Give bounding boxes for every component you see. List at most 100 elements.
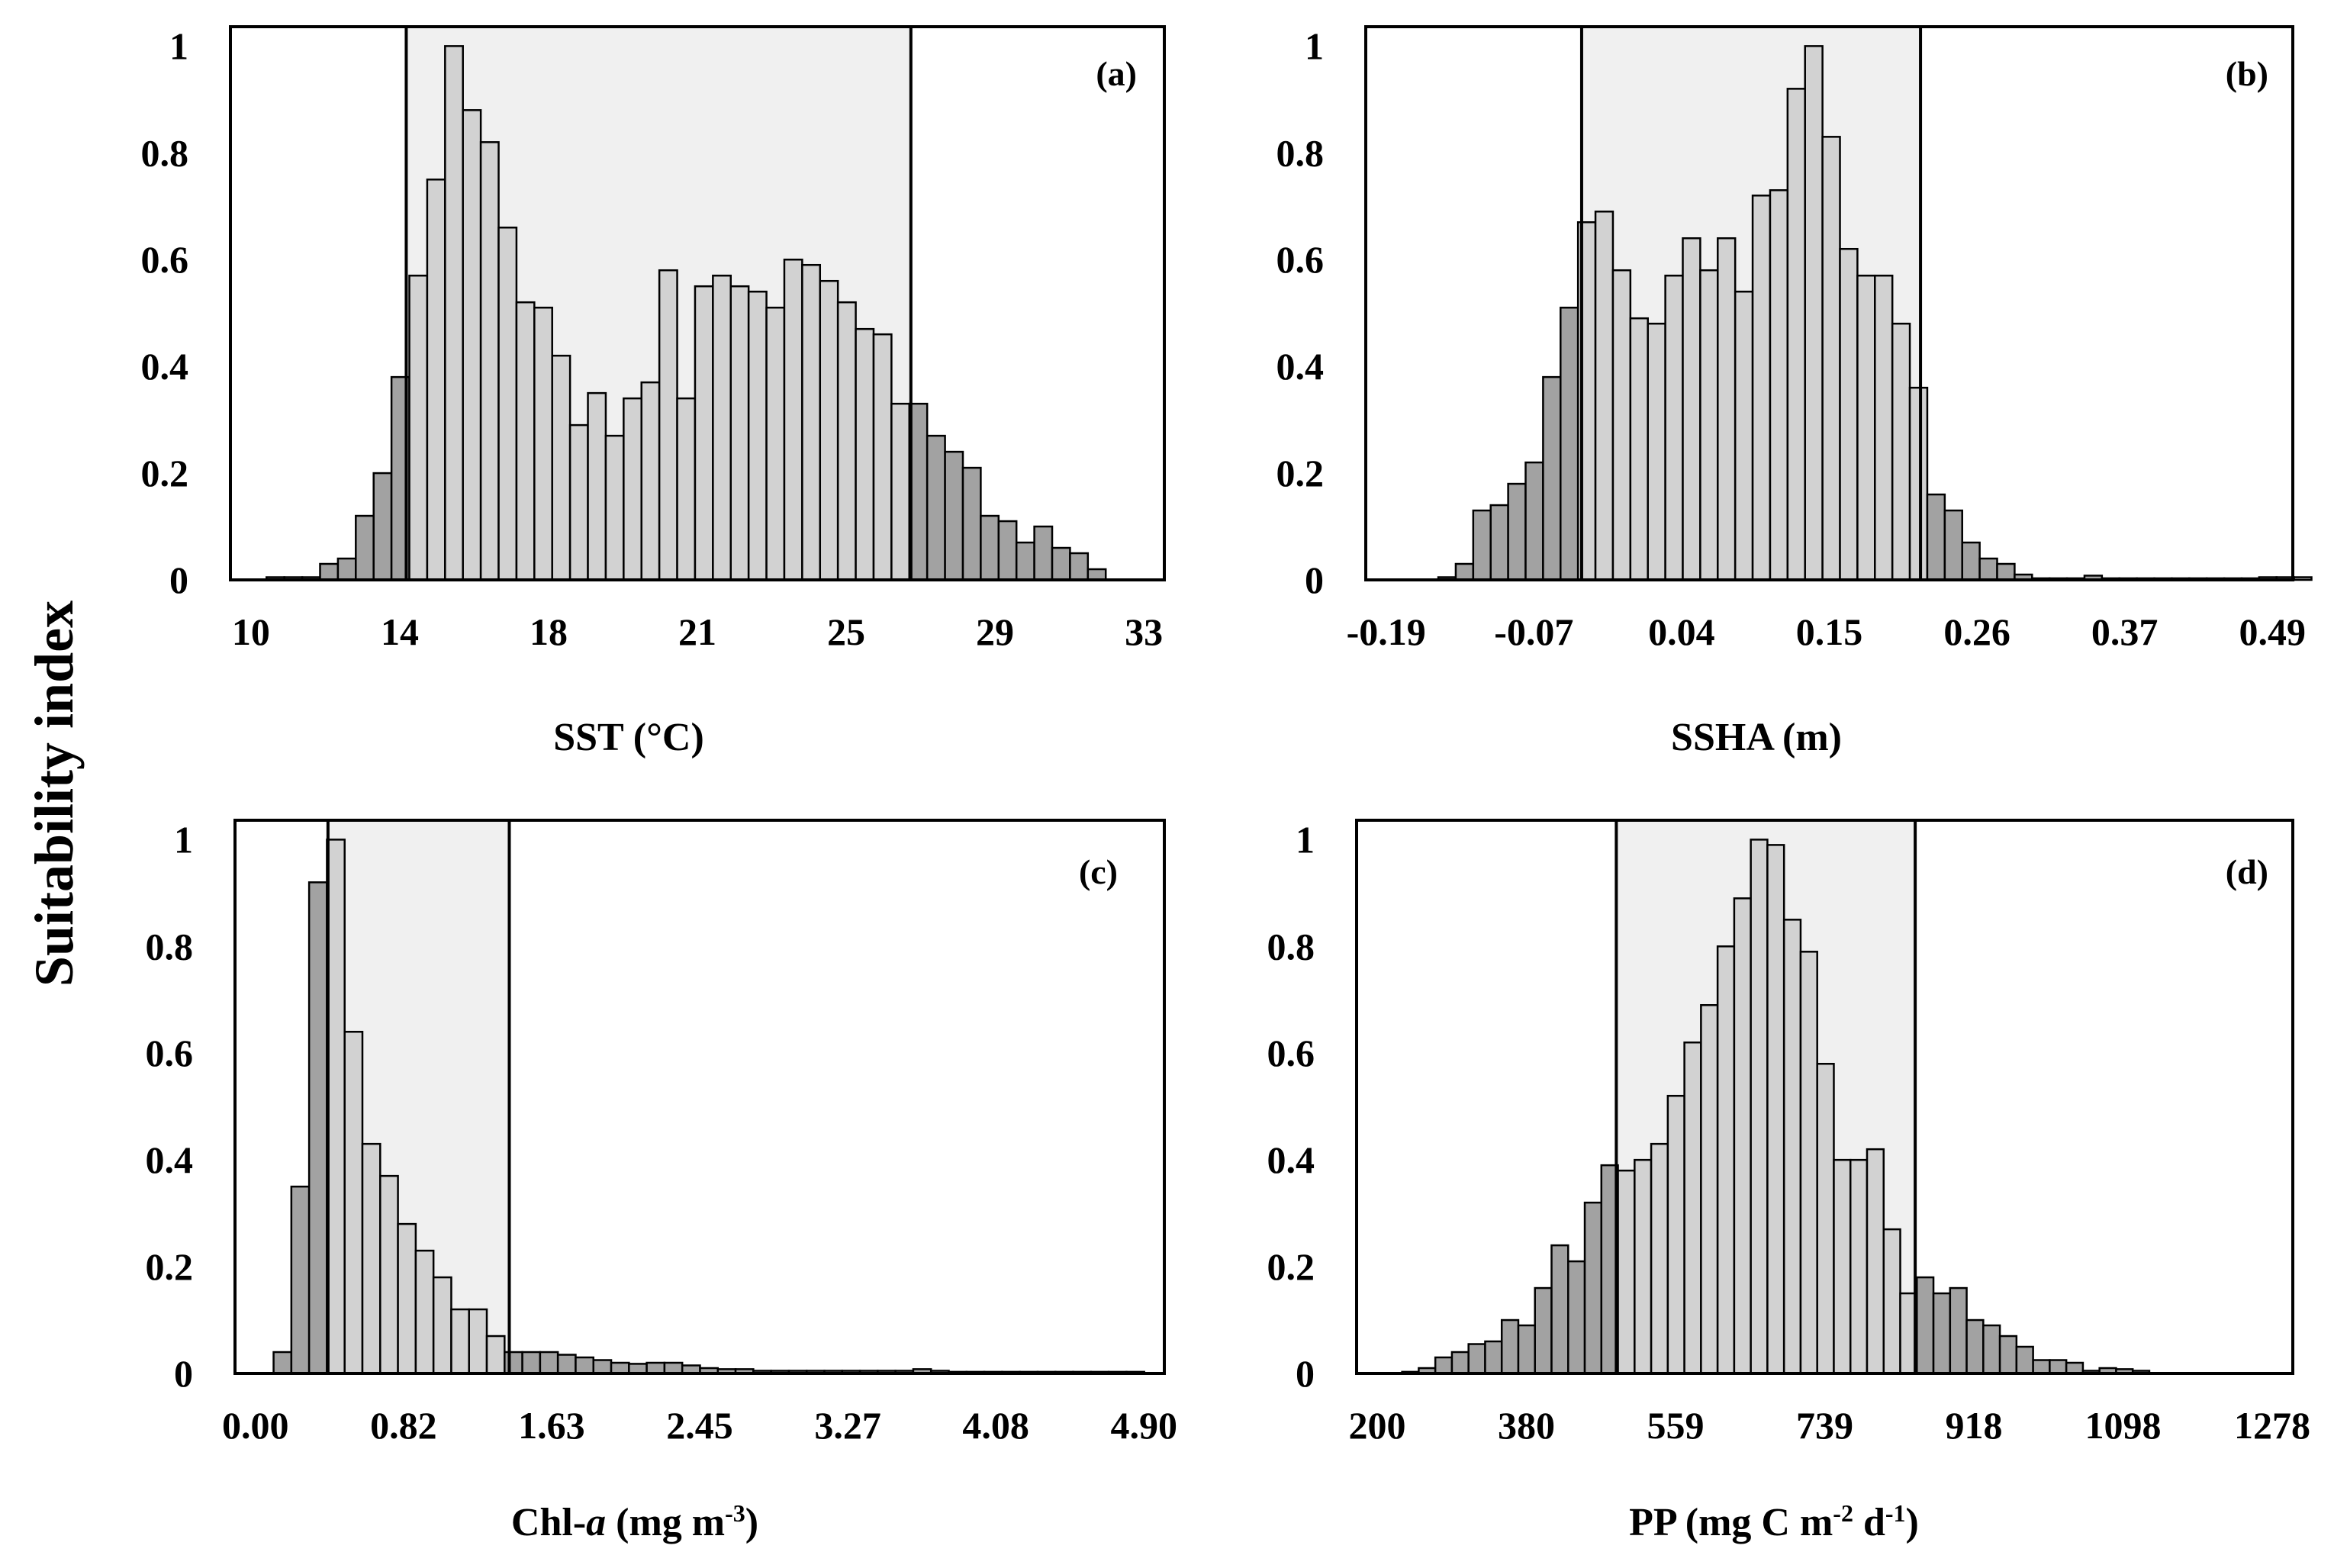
panel-d-bar: [1700, 1004, 1719, 1375]
panel-c-xlabel-italic: a: [586, 1501, 606, 1544]
panel-c-bar: [539, 1351, 559, 1375]
panel-b-bar: [1961, 541, 1981, 581]
panel-a-bar: [462, 109, 482, 581]
panel-d-xlabel-close: ): [1906, 1501, 1919, 1544]
panel-b-bar: [1839, 247, 1859, 581]
panel-c-x-tick-label: 4.90: [1110, 1404, 1177, 1447]
panel-d-xlabel-exp2: -1: [1885, 1499, 1906, 1527]
panel-d-bar: [1733, 897, 1752, 1375]
panel-d-bar: [2065, 1361, 2085, 1375]
panel-d-x-tick-label: 559: [1647, 1404, 1704, 1447]
panel-d-bar: [1965, 1318, 1985, 1375]
panel-b-x-tick-label: -0.07: [1494, 610, 1573, 653]
panel-d-bar: [1750, 839, 1769, 1375]
panel-a-bar: [1015, 541, 1035, 581]
panel-a-bar: [980, 514, 1000, 581]
panel-c-y-tick-label: 1: [174, 818, 193, 861]
panel-b-bars: [1437, 27, 2313, 581]
panel-d-xlabel-exp1: -2: [1833, 1499, 1853, 1527]
panel-b-highlight: [1364, 25, 2294, 581]
panel-c-bar: [432, 1276, 452, 1375]
panel-c-highlight: [233, 819, 1166, 1375]
panel-d-y-tick-label: 0: [1296, 1352, 1315, 1395]
panel-a-bar: [836, 301, 857, 581]
panel-d-bar: [1833, 1158, 1852, 1375]
panel-a-bar: [712, 274, 732, 581]
panel-b-y-tick-label: 0.4: [1276, 345, 1325, 388]
panel-a-bar: [1033, 525, 1054, 581]
panel-d-bar: [1617, 1169, 1636, 1375]
panel-d-bar: [2032, 1359, 2051, 1375]
panel-c-bar: [326, 839, 346, 1375]
panel-a-x-tick-label: 14: [381, 610, 419, 653]
panel-c-x-tick-label: 0.82: [370, 1404, 437, 1447]
panel-b-bar: [1751, 195, 1772, 581]
panel-b-bar: [1786, 88, 1806, 581]
panel-a-bar: [372, 472, 393, 581]
panel-b-bar: [1943, 509, 1963, 581]
panel-b-bar: [1717, 237, 1737, 581]
panel-d-bar: [1866, 1148, 1885, 1375]
panel-c-bar: [290, 1185, 311, 1375]
panel-d-bar: [1534, 1286, 1553, 1375]
panel-b-bar: [1629, 317, 1649, 581]
panel-d-bar: [2049, 1359, 2068, 1375]
panel-d-bar: [1799, 951, 1818, 1375]
panel-c-xlabel-close: ): [745, 1501, 758, 1544]
panel-b: 0 0.2 0.4 0.6 0.8 1 -0.19 -0.07 0.04 0.15 0.26 0.3…: [1276, 24, 2313, 759]
panel-a-bar: [801, 263, 822, 581]
panel-b-y-tick-label: 0.6: [1276, 238, 1325, 281]
panel-a-bars: [266, 27, 1107, 581]
panel-a-bar: [604, 434, 625, 581]
panel-d-bar: [1982, 1324, 2001, 1375]
panel-b-bar: [1560, 306, 1579, 581]
panel-a-x-axis-label: SST (°C): [553, 716, 704, 759]
panel-a-x-tick-label: 25: [827, 610, 865, 653]
panel-a-bar: [819, 279, 839, 581]
panel-d-xlabel-mid: d: [1853, 1501, 1885, 1544]
panel-a-bar: [444, 45, 464, 581]
panel-a-bar: [426, 179, 446, 581]
panel-b-bar: [1908, 386, 1929, 581]
panel-c: 0 0.2 0.4 0.6 0.8 1 0.00 0.82 1.63 2.45 3.27 4.08 4…: [146, 818, 1177, 1544]
panel-a-bar: [355, 514, 375, 581]
panel-b-bar: [1454, 562, 1475, 581]
panel-d-bar: [1550, 1244, 1569, 1375]
panel-c-xlabel-units: (mg m: [606, 1501, 725, 1544]
panel-c-bar: [361, 1142, 381, 1375]
panel-d-highlight: [1355, 819, 2294, 1375]
panel-a-x-tick-label: 33: [1125, 610, 1163, 653]
panel-a-bar: [1069, 552, 1090, 581]
panel-d-y-tick-label: 0.8: [1267, 925, 1315, 968]
panel-c-y-tick-label: 0.6: [146, 1032, 194, 1074]
panel-b-bar: [1996, 562, 2016, 581]
panel-a-bar: [747, 290, 768, 581]
panel-b-bar: [1699, 269, 1719, 581]
panel-b-bar: [1821, 136, 1841, 581]
panel-d-bar: [1583, 1201, 1603, 1375]
panel-d-bar: [1567, 1260, 1586, 1375]
panel-a-bar: [872, 333, 893, 581]
panel-d-x-tick-label: 918: [1946, 1404, 2003, 1447]
panel-a-bar: [783, 258, 803, 581]
panel-a-bar: [765, 306, 786, 581]
panel-a-bar: [855, 327, 875, 581]
panel-b-frame: [1364, 25, 2294, 581]
panel-d-bar: [1683, 1041, 1702, 1375]
panel-d-x-tick-label: 1278: [2234, 1404, 2310, 1447]
panel-c-y-tick-label: 0.2: [146, 1245, 194, 1288]
panel-c-bar: [610, 1361, 630, 1375]
panel-a-y-tick-label: 0.8: [141, 131, 189, 174]
panel-a-bar: [533, 306, 553, 581]
panel-c-x-tick-label: 1.63: [518, 1404, 585, 1447]
panel-b-bar: [1611, 269, 1632, 581]
panel-c-bar: [485, 1335, 506, 1375]
panel-b-bar: [1472, 509, 1492, 581]
panel-a-bar: [961, 466, 982, 581]
panel-c-y-tick-label: 0.8: [146, 925, 194, 968]
panel-d-bar: [1517, 1324, 1536, 1375]
panel-b-y-ticks: 0 0.2 0.4 0.6 0.8 1: [1276, 24, 1325, 601]
panel-b-y-tick-label: 0: [1305, 559, 1324, 601]
panel-d-bar: [1434, 1356, 1454, 1375]
